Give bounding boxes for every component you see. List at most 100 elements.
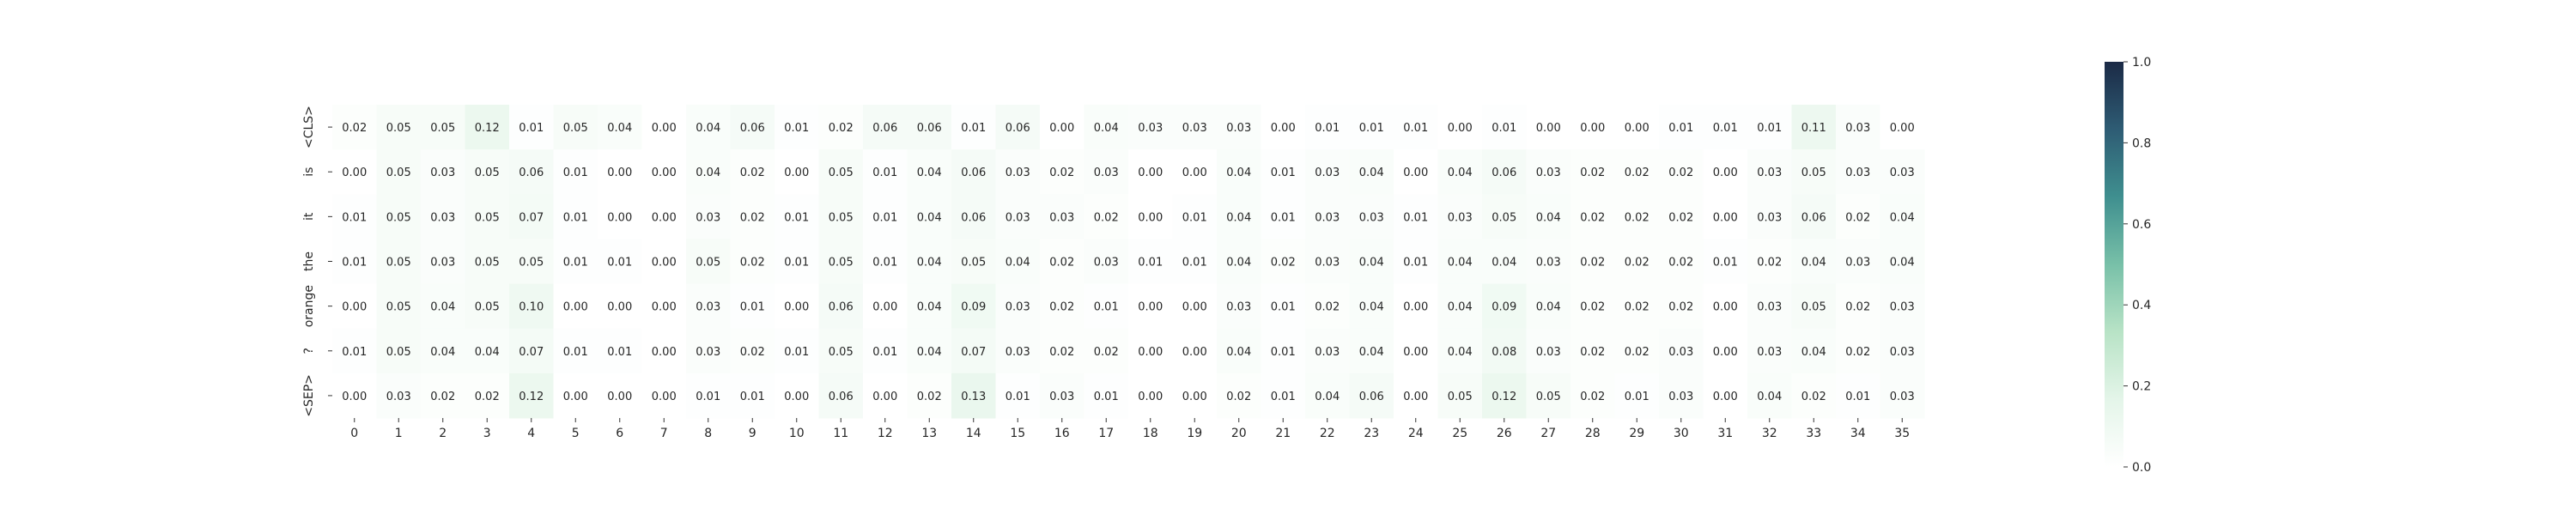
cell-value-label: 0.04 <box>1492 257 1516 270</box>
cell-value-label: 0.03 <box>696 346 720 359</box>
heatmap-cell <box>376 373 422 419</box>
heatmap-cell <box>1305 328 1350 374</box>
cell-value-label: 0.05 <box>386 301 411 314</box>
cell-value-label: 0.01 <box>1271 211 1296 224</box>
cell-value-label: 0.00 <box>1182 391 1207 403</box>
cell-value-label: 0.04 <box>917 257 942 270</box>
cell-value-label: 0.02 <box>1845 346 1870 359</box>
cell-value-label: 0.01 <box>607 257 632 270</box>
heatmap-cell <box>1128 239 1173 285</box>
heatmap-cell <box>1172 373 1218 419</box>
cell-value-label: 0.00 <box>1138 167 1163 179</box>
heatmap-cell <box>421 105 465 150</box>
heatmap-cell <box>907 149 952 195</box>
heatmap-cell <box>465 105 510 150</box>
cell-value-label: 0.04 <box>1359 346 1384 359</box>
heatmap-cell <box>951 328 996 374</box>
heatmap-cell <box>1482 283 1527 330</box>
heatmap-cell <box>465 239 510 285</box>
heatmap-cell <box>1305 149 1350 195</box>
cell-value-label: 0.02 <box>1049 301 1074 314</box>
heatmap-cell <box>1614 328 1660 374</box>
heatmap-cell <box>1305 239 1350 285</box>
heatmap-cell <box>1482 328 1527 374</box>
heatmap-cell <box>1659 149 1704 195</box>
heatmap-cell <box>1836 239 1880 285</box>
cell-value-label: 0.04 <box>917 301 942 314</box>
heatmap-cell <box>1349 373 1394 419</box>
cell-value-label: 0.12 <box>1492 391 1516 403</box>
cell-value-label: 0.02 <box>1668 257 1693 270</box>
heatmap-cell <box>1172 328 1218 374</box>
heatmap-cell <box>1659 239 1704 285</box>
x-tick-label: 20 <box>1231 427 1247 440</box>
x-tick-label: 2 <box>439 427 447 440</box>
cell-value-label: 0.03 <box>1536 257 1561 270</box>
heatmap-cell <box>818 149 864 195</box>
cell-value-label: 0.01 <box>342 257 367 270</box>
cell-value-label: 0.01 <box>1668 122 1693 135</box>
cell-value-label: 0.03 <box>1668 391 1693 403</box>
heatmap-cell <box>730 373 775 419</box>
heatmap-cell <box>1217 194 1261 239</box>
heatmap-cell <box>641 328 687 374</box>
heatmap-cell <box>1261 373 1306 419</box>
x-tick-label: 5 <box>572 427 580 440</box>
cell-value-label: 0.00 <box>1138 346 1163 359</box>
cell-value-label: 0.00 <box>563 301 588 314</box>
cell-value-label: 0.00 <box>784 301 809 314</box>
heatmap-cell <box>1880 149 1925 195</box>
cell-value-label: 0.00 <box>1138 301 1163 314</box>
heatmap-cell <box>1040 283 1084 330</box>
cell-value-label: 0.03 <box>1094 257 1119 270</box>
heatmap-cell <box>1040 149 1084 195</box>
heatmap-cell <box>1526 328 1571 374</box>
cell-value-label: 0.00 <box>1182 346 1207 359</box>
heatmap-cell <box>1217 239 1261 285</box>
heatmap-cell <box>332 373 377 419</box>
heatmap-cell <box>1791 239 1837 285</box>
heatmap-cell <box>1791 283 1837 330</box>
x-tick-label: 6 <box>616 427 623 440</box>
cell-value-label: 0.03 <box>1359 211 1384 224</box>
heatmap-cell <box>775 283 819 330</box>
heatmap-cell <box>509 283 554 330</box>
cell-value-label: 0.01 <box>1757 122 1782 135</box>
heatmap-cell <box>421 328 465 374</box>
heatmap-cell <box>818 373 864 419</box>
cell-value-label: 0.02 <box>1625 211 1649 224</box>
heatmap-cell <box>641 373 687 419</box>
cell-value-label: 0.00 <box>1138 391 1163 403</box>
heatmap-cell <box>1084 328 1129 374</box>
heatmap-cell <box>951 105 996 150</box>
cell-value-label: 0.05 <box>430 122 455 135</box>
heatmap-cell <box>1747 194 1792 239</box>
heatmap-cell <box>1040 328 1084 374</box>
x-tick-label: 11 <box>833 427 848 440</box>
cell-value-label: 0.03 <box>1005 167 1030 179</box>
colorbar-tick-label: 0.2 <box>2132 380 2151 394</box>
x-tick-label: 19 <box>1187 427 1202 440</box>
heatmap-cell <box>1659 328 1704 374</box>
cell-value-label: 0.01 <box>563 167 588 179</box>
cell-value-label: 0.01 <box>1271 167 1296 179</box>
heatmap-cell <box>775 194 819 239</box>
cell-value-label: 0.00 <box>1271 122 1296 135</box>
cell-value-label: 0.03 <box>1448 211 1473 224</box>
cell-value-label: 0.00 <box>1890 122 1915 135</box>
cell-value-label: 0.01 <box>1492 122 1516 135</box>
heatmap-cell <box>818 239 864 285</box>
cell-value-label: 0.05 <box>475 211 500 224</box>
cell-value-label: 0.00 <box>1403 301 1428 314</box>
cell-value-label: 0.00 <box>1625 122 1649 135</box>
heatmap-cell <box>1703 194 1748 239</box>
heatmap-cell <box>1791 373 1837 419</box>
cell-value-label: 0.01 <box>1403 257 1428 270</box>
x-tick-label: 4 <box>527 427 535 440</box>
heatmap-cell <box>775 328 819 374</box>
cell-value-label: 0.06 <box>961 167 986 179</box>
heatmap-cell <box>686 105 731 150</box>
heatmap-cell <box>641 105 687 150</box>
cell-value-label: 0.03 <box>1890 301 1915 314</box>
cell-value-label: 0.00 <box>1138 211 1163 224</box>
